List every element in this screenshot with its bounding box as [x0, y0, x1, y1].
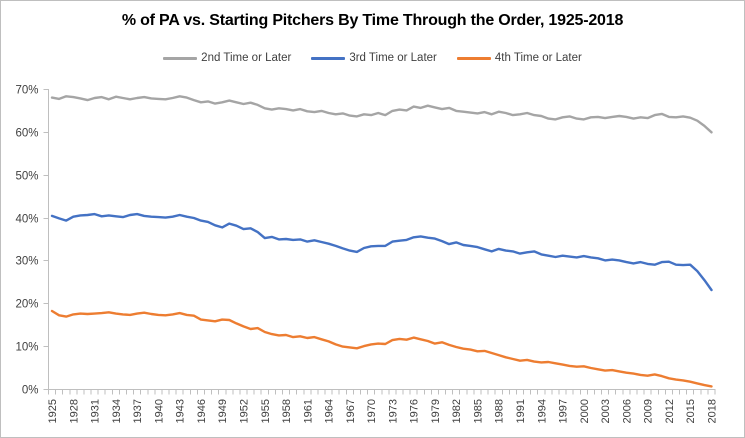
y-axis-label: 70% [15, 85, 38, 97]
x-axis-label: 2003 [600, 399, 612, 423]
legend-item-2nd-time: 2nd Time or Later [163, 52, 291, 64]
x-axis-label: 1961 [302, 399, 314, 423]
x-axis-label: 1925 [47, 399, 59, 423]
x-axis-label: 2012 [664, 399, 676, 423]
x-axis-label: 1976 [409, 399, 421, 423]
legend-item-4th-time: 4th Time or Later [456, 52, 582, 64]
x-axis-label: 1952 [238, 399, 250, 423]
x-axis-label: 1979 [430, 399, 442, 423]
x-axis-label: 1994 [536, 399, 548, 423]
x-axis-label: 1937 [132, 399, 144, 423]
y-axis-label: 20% [15, 299, 38, 311]
x-axis-label: 2015 [685, 399, 697, 423]
x-axis-label: 1943 [175, 399, 187, 423]
x-axis-label: 1988 [494, 399, 506, 423]
legend-line-swatch-blue [311, 56, 346, 60]
x-axis-label: 1982 [451, 399, 463, 423]
legend: 2nd Time or Later 3rd Time or Later 4th … [1, 52, 744, 64]
x-axis-label: 1970 [366, 399, 378, 423]
x-axis-label: 2009 [643, 399, 655, 423]
x-axis-label: 1958 [281, 399, 293, 423]
chart-title: % of PA vs. Starting Pitchers By Time Th… [121, 12, 624, 29]
x-axis-label: 1931 [90, 399, 102, 423]
y-axis-label: 30% [15, 256, 38, 268]
x-axis-label: 1985 [472, 399, 484, 423]
x-axis-label: 1991 [515, 399, 527, 423]
series-line-1 [50, 212, 713, 292]
y-axis-label: 50% [15, 171, 38, 183]
y-axis-label: 60% [15, 128, 38, 140]
x-axis-label: 1949 [217, 399, 229, 423]
legend-label: 2nd Time or Later [201, 52, 292, 64]
y-axis-label: 10% [15, 342, 38, 354]
x-axis-label: 1967 [345, 399, 357, 423]
x-axis-label: 1928 [68, 399, 80, 423]
x-axis-label: 2018 [706, 399, 718, 423]
x-axis-label: 1934 [111, 399, 123, 423]
x-axis-label: 1940 [153, 399, 165, 423]
series-line-0 [50, 95, 713, 134]
x-axis-label: 1997 [558, 399, 570, 423]
series-line-2 [50, 309, 713, 388]
legend-line-swatch-orange [456, 56, 491, 60]
legend-line-swatch-gray [163, 56, 198, 60]
legend-label: 3rd Time or Later [349, 52, 437, 64]
legend-item-3rd-time: 3rd Time or Later [311, 52, 437, 64]
y-axis-label: 40% [15, 214, 38, 226]
x-axis-label: 2006 [621, 399, 633, 423]
x-axis-label: 2000 [579, 399, 591, 423]
x-axis-label: 1964 [324, 399, 336, 423]
y-axis-label: 0% [22, 385, 39, 397]
x-axis-label: 1955 [260, 399, 272, 423]
legend-label: 4th Time or Later [494, 52, 582, 64]
x-axis-label: 1946 [196, 399, 208, 423]
x-axis-label: 1973 [387, 399, 399, 423]
